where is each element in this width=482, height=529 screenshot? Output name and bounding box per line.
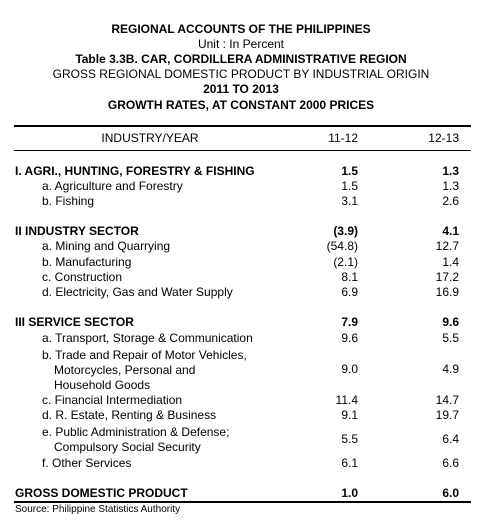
row-label-svc-b-line3: Household Goods [54,378,151,392]
row-value-svc-f-11-12: 6.1 [341,456,358,470]
row-value-ind-d-11-12: 6.9 [341,285,358,299]
row-label-service: III SERVICE SECTOR [15,315,134,329]
row-label-svc-d: d. R. Estate, Renting & Business [42,408,217,422]
row-value-svc-a-11-12: 9.6 [341,331,358,345]
row-value-agri-a-11-12: 1.5 [341,179,358,193]
row-value-service-11-12: 7.9 [341,315,358,329]
row-value-svc-c-11-12: 11.4 [335,393,358,407]
row-label-agri-a: a. Agriculture and Forestry [42,179,183,193]
row-label-svc-e-line2: Compulsory Social Security [54,440,201,454]
row-label-svc-a: a. Transport, Storage & Communication [42,331,253,345]
row-value-agri-12-13: 1.3 [442,164,459,178]
row-value-ind-a-11-12: (54.8) [326,239,358,253]
row-value-svc-b-12-13: 4.9 [442,362,459,376]
price-basis: GROWTH RATES, AT CONSTANT 2000 PRICES [107,98,375,112]
row-value-svc-d-11-12: 9.1 [341,408,358,422]
row-label-svc-e-line1: e. Public Administration & Defense; [42,425,230,439]
row-label-ind-b: b. Manufacturing [42,255,132,269]
row-label-industry: II INDUSTRY SECTOR [15,224,139,238]
row-value-ind-b-11-12: (2.1) [333,255,358,269]
row-label-svc-c: c. Financial Intermediation [42,393,183,407]
header-bottom-rule [14,150,471,151]
row-value-gdp-12-13: 6.0 [442,486,459,500]
row-value-svc-e-12-13: 6.4 [442,432,459,446]
column-header-industry: INDUSTRY/YEAR [101,131,199,145]
row-value-service-12-13: 9.6 [442,315,459,329]
row-value-industry-11-12: (3.9) [333,224,358,238]
row-value-ind-a-12-13: 12.7 [435,239,459,253]
row-label-ind-c: c. Construction [42,270,123,284]
row-label-agri-b: b. Fishing [42,194,95,208]
row-value-gdp-11-12: 1.0 [341,486,358,500]
table-top-rule [14,125,471,127]
row-label-ind-d: d. Electricity, Gas and Water Supply [42,285,233,299]
year-range: 2011 TO 2013 [203,82,279,96]
row-value-agri-11-12: 1.5 [341,164,358,178]
unit-label: Unit : In Percent [197,37,285,51]
column-header-12-13: 12-13 [428,131,459,145]
table-title: Table 3.3B. CAR, CORDILLERA ADMINISTRATI… [75,52,407,66]
row-value-svc-b-11-12: 9.0 [341,362,358,376]
row-value-ind-c-11-12: 8.1 [341,270,358,284]
row-value-ind-c-12-13: 17.2 [435,270,459,284]
column-header-11-12: 11-12 [328,131,358,145]
source-note: Source: Philippine Statistics Authority [15,504,181,515]
row-value-svc-f-12-13: 6.6 [442,456,459,470]
row-value-industry-12-13: 4.1 [442,224,459,238]
row-label-svc-b-line1: b. Trade and Repair of Motor Vehicles, [42,348,247,362]
row-value-svc-c-12-13: 14.7 [435,393,459,407]
row-label-svc-f: f. Other Services [42,456,132,470]
row-value-svc-d-12-13: 19.7 [435,408,459,422]
row-value-svc-e-11-12: 5.5 [341,432,358,446]
table-subtitle: GROSS REGIONAL DOMESTIC PRODUCT BY INDUS… [52,67,430,81]
table-bottom-rule [14,501,471,503]
row-value-svc-a-12-13: 5.5 [442,331,459,345]
row-value-ind-d-12-13: 16.9 [435,285,459,299]
row-value-ind-b-12-13: 1.4 [442,255,459,269]
row-label-svc-b-line2: Motorcycles, Personal and [54,363,196,377]
row-value-agri-b-11-12: 3.1 [341,194,358,208]
row-label-agri: I. AGRI., HUNTING, FORESTRY & FISHING [15,164,255,178]
row-value-agri-b-12-13: 2.6 [442,194,459,208]
report-title: REGIONAL ACCOUNTS OF THE PHILIPPINES [111,22,371,36]
row-value-agri-a-12-13: 1.3 [442,179,459,193]
row-label-ind-a: a. Mining and Quarrying [42,239,171,253]
row-label-gdp: GROSS DOMESTIC PRODUCT [15,486,188,500]
